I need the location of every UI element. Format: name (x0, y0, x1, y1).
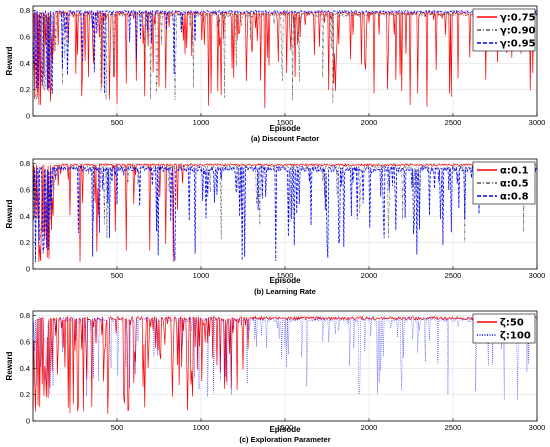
x-tick-label: 2000 (361, 118, 378, 127)
x-tick-label: 3000 (529, 118, 546, 127)
y-tick-label: 0.8 (20, 311, 30, 320)
legend-label: ζ:50 (500, 318, 524, 329)
y-tick-label: 0 (26, 112, 30, 121)
legend-label: γ:0.90 (500, 26, 536, 37)
series-line-3 (32, 9, 538, 94)
x-tick-label: 1500 (277, 423, 294, 432)
series-line-3 (32, 164, 538, 263)
y-axis-label: Reward (5, 199, 14, 228)
x-tick-label: 3000 (529, 271, 546, 280)
y-tick-label: 0.2 (20, 390, 30, 399)
y-axis-label: Reward (5, 46, 14, 75)
x-axis-label: Episode (269, 276, 301, 285)
chart-panel-1: 0 0.2 0.4 0.6 0.8 500 1000 1500 2000 2500 3000 Epis… (5, 5, 546, 143)
series-line-2 (32, 164, 538, 243)
legend-label: α:0.1 (500, 166, 529, 177)
panel-caption: (a) Discount Factor (251, 134, 319, 143)
legend-label: α:0.5 (500, 179, 529, 190)
y-tick-label: 0 (26, 265, 30, 274)
legend-label: ζ:100 (500, 331, 531, 342)
series-line-2 (32, 316, 538, 401)
y-tick-label: 0.6 (20, 337, 30, 346)
panel-caption: (b) Learning Rate (254, 287, 316, 296)
y-tick-label: 0.2 (20, 238, 30, 247)
x-tick-label: 1500 (277, 271, 294, 280)
x-axis-label: Episode (269, 425, 301, 434)
series-line-2 (32, 11, 538, 103)
legend: γ:0.75 γ:0.90 γ:0.95 (472, 8, 536, 52)
x-tick-label: 3000 (529, 423, 546, 432)
y-tick-label: 0.6 (20, 32, 30, 41)
legend: α:0.1 α:0.5 α:0.8 (472, 161, 536, 205)
x-tick-label: 500 (111, 271, 124, 280)
series-line-1 (32, 315, 538, 414)
y-tick-label: 0.2 (20, 85, 30, 94)
chart-panel-3: 0 0.2 0.4 0.6 0.8 500 1000 1500 2000 2500 3000 Epis… (5, 310, 546, 444)
y-tick-label: 0.4 (20, 212, 30, 221)
x-tick-label: 2500 (445, 423, 462, 432)
legend-label: γ:0.95 (500, 39, 536, 50)
y-axis-label: Reward (5, 351, 14, 380)
legend-box (472, 313, 536, 344)
x-axis-label: Episode (269, 124, 301, 133)
x-tick-label: 1500 (277, 118, 294, 127)
x-tick-label: 1000 (193, 118, 210, 127)
x-tick-label: 2500 (445, 118, 462, 127)
y-tick-label: 0.4 (20, 364, 30, 373)
x-tick-label: 2000 (361, 271, 378, 280)
legend-label: α:0.8 (500, 192, 529, 203)
x-tick-label: 2000 (361, 423, 378, 432)
x-tick-label: 500 (111, 423, 124, 432)
chart-panel-2: 0 0.2 0.4 0.6 0.8 500 1000 1500 2000 2500 3000 Epis… (5, 158, 546, 296)
x-tick-label: 2500 (445, 271, 462, 280)
y-tick-label: 0.4 (20, 59, 30, 68)
panel-caption: (c) Exploration Parameter (239, 435, 330, 444)
x-tick-label: 1000 (193, 423, 210, 432)
x-tick-label: 1000 (193, 271, 210, 280)
series-line-1 (32, 162, 538, 263)
y-tick-label: 0.6 (20, 185, 30, 194)
legend: ζ:50 ζ:100 (472, 313, 536, 344)
y-tick-label: 0.8 (20, 6, 30, 15)
x-tick-label: 500 (111, 118, 124, 127)
legend-label: γ:0.75 (500, 13, 536, 24)
y-tick-label: 0.8 (20, 159, 30, 168)
y-tick-label: 0 (26, 417, 30, 426)
